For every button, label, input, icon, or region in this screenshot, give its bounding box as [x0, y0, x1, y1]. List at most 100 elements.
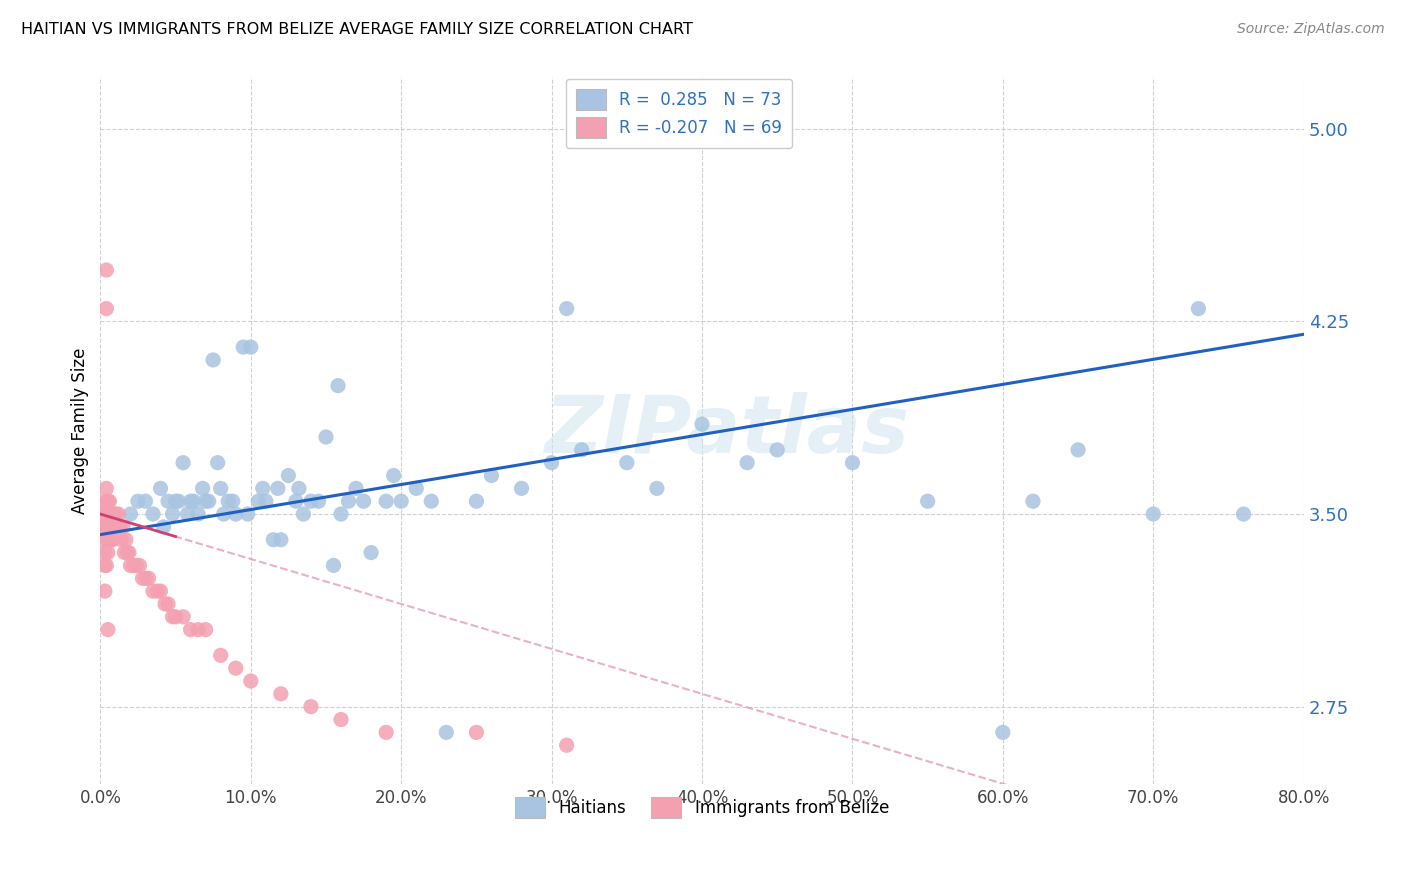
Point	[555, 738, 578, 752]
Point	[98, 494, 121, 508]
Point	[112, 545, 135, 559]
Point	[207, 456, 229, 470]
Point	[288, 482, 311, 496]
Point	[107, 507, 129, 521]
Point	[94, 507, 117, 521]
Point	[187, 623, 209, 637]
Point	[222, 494, 245, 508]
Point	[1022, 494, 1045, 508]
Point	[382, 468, 405, 483]
Point	[146, 584, 169, 599]
Point	[270, 687, 292, 701]
Point	[555, 301, 578, 316]
Point	[97, 545, 120, 559]
Point	[1067, 442, 1090, 457]
Point	[104, 520, 127, 534]
Point	[153, 597, 176, 611]
Point	[157, 597, 180, 611]
Point	[167, 494, 190, 508]
Point	[101, 533, 124, 547]
Point	[326, 378, 349, 392]
Point	[93, 520, 115, 534]
Text: Source: ZipAtlas.com: Source: ZipAtlas.com	[1237, 22, 1385, 37]
Point	[97, 507, 120, 521]
Point	[252, 482, 274, 496]
Point	[165, 494, 187, 508]
Point	[1232, 507, 1254, 521]
Point	[292, 507, 315, 521]
Point	[239, 673, 262, 688]
Point	[405, 482, 427, 496]
Point	[104, 507, 127, 521]
Point	[172, 609, 194, 624]
Point	[434, 725, 457, 739]
Point	[202, 353, 225, 368]
Point	[254, 494, 277, 508]
Point	[322, 558, 344, 573]
Point	[1187, 301, 1209, 316]
Point	[149, 482, 172, 496]
Point	[97, 520, 120, 534]
Point	[690, 417, 713, 432]
Point	[110, 533, 132, 547]
Point	[162, 507, 184, 521]
Point	[735, 456, 758, 470]
Point	[191, 482, 214, 496]
Point	[645, 482, 668, 496]
Point	[128, 558, 150, 573]
Point	[96, 558, 118, 573]
Point	[115, 533, 138, 547]
Point	[330, 713, 353, 727]
Point	[98, 507, 121, 521]
Point	[172, 456, 194, 470]
Point	[152, 520, 174, 534]
Point	[299, 699, 322, 714]
Point	[94, 520, 117, 534]
Point	[165, 609, 187, 624]
Point	[330, 507, 353, 521]
Point	[94, 533, 117, 547]
Point	[97, 494, 120, 508]
Point	[841, 456, 863, 470]
Point	[465, 494, 488, 508]
Point	[197, 494, 219, 508]
Point	[118, 545, 141, 559]
Point	[176, 507, 198, 521]
Point	[571, 442, 593, 457]
Point	[284, 494, 307, 508]
Point	[540, 456, 562, 470]
Point	[117, 545, 139, 559]
Point	[232, 340, 254, 354]
Point	[142, 584, 165, 599]
Point	[337, 494, 360, 508]
Point	[98, 520, 121, 534]
Point	[217, 494, 239, 508]
Point	[162, 609, 184, 624]
Point	[94, 584, 117, 599]
Point	[96, 263, 118, 277]
Point	[94, 545, 117, 559]
Point	[465, 725, 488, 739]
Point	[108, 520, 131, 534]
Point	[616, 456, 638, 470]
Point	[97, 623, 120, 637]
Point	[375, 494, 398, 508]
Point	[225, 507, 247, 521]
Point	[308, 494, 330, 508]
Point	[103, 507, 125, 521]
Point	[766, 442, 789, 457]
Point	[212, 507, 235, 521]
Point	[94, 494, 117, 508]
Point	[180, 623, 202, 637]
Point	[360, 545, 382, 559]
Point	[917, 494, 939, 508]
Point	[375, 725, 398, 739]
Point	[131, 571, 153, 585]
Point	[127, 494, 149, 508]
Point	[991, 725, 1014, 739]
Point	[420, 494, 443, 508]
Point	[100, 507, 122, 521]
Point	[96, 507, 118, 521]
Point	[277, 468, 299, 483]
Point	[270, 533, 292, 547]
